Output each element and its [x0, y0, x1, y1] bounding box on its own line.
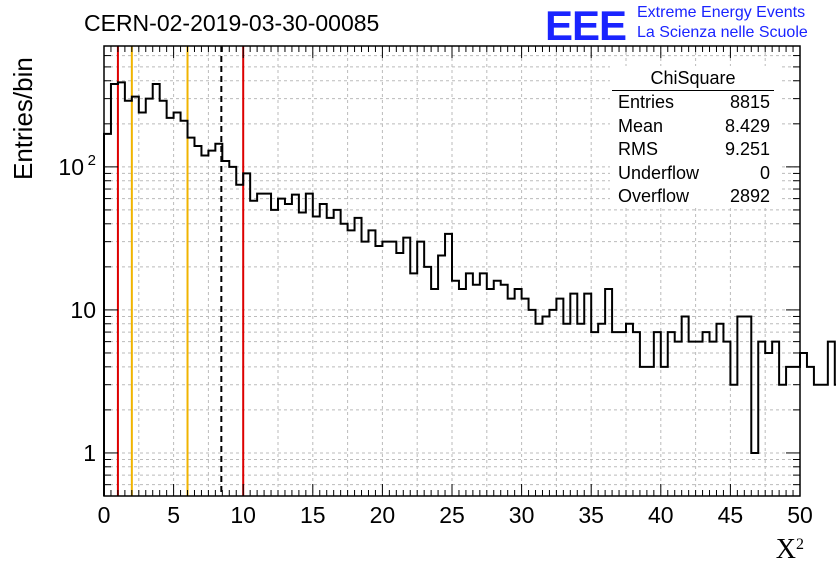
stats-title: ChiSquare	[612, 66, 774, 91]
y-tick-label: 1	[83, 440, 96, 466]
stats-label: Overflow	[618, 186, 690, 206]
stats-value: 2892	[729, 186, 770, 206]
stats-row-entries: Entries 8815	[610, 91, 780, 115]
y-tick-label: 10	[70, 297, 96, 323]
stats-row-mean: Mean 8.429	[610, 115, 780, 139]
x-tick-label: 50	[787, 502, 813, 528]
x-axis-label-text: X	[775, 534, 796, 565]
x-tick-label: 20	[370, 502, 396, 528]
x-tick-label: 15	[300, 502, 326, 528]
x-axis-label: X2	[776, 534, 804, 566]
x-tick-label: 40	[648, 502, 674, 528]
y-axis-label: Entries/bin	[8, 57, 38, 180]
logo-line-2: La Scienza nelle Scuole	[637, 24, 808, 41]
histogram-series	[103, 81, 836, 496]
x-tick-label: 5	[167, 502, 180, 528]
stats-row-overflow: Overflow 2892	[610, 185, 780, 209]
stats-value: 8815	[729, 92, 770, 112]
stats-label: RMS	[618, 139, 658, 159]
stats-value: 8.429	[724, 115, 770, 136]
stats-value: 0	[759, 162, 770, 183]
x-tick-label: 45	[718, 502, 744, 528]
stats-label: Mean	[618, 115, 664, 136]
eee-logo: EEE	[545, 2, 627, 49]
logo-line-1: Extreme Energy Events	[637, 4, 806, 21]
x-tick-label: 10	[230, 502, 256, 528]
y-tick-label: 10	[58, 154, 84, 180]
stats-row-rms: RMS 9.251	[610, 138, 780, 162]
y-tick-label-exponent: 2	[88, 152, 96, 169]
stats-label: Underflow	[618, 162, 700, 183]
x-tick-label: 30	[509, 502, 535, 528]
stats-row-underflow: Underflow 0	[610, 162, 780, 186]
x-tick-label: 35	[578, 502, 604, 528]
run-title: CERN-02-2019-03-30-00085	[84, 10, 380, 36]
x-tick-label: 25	[439, 502, 465, 528]
stats-box: ChiSquare Entries 8815 Mean 8.429 RMS 9.251…	[610, 66, 780, 206]
stats-value: 9.251	[724, 139, 770, 159]
x-axis-label-sup: 2	[796, 536, 804, 553]
stats-label: Entries	[618, 92, 675, 112]
x-tick-label: 0	[98, 502, 111, 528]
